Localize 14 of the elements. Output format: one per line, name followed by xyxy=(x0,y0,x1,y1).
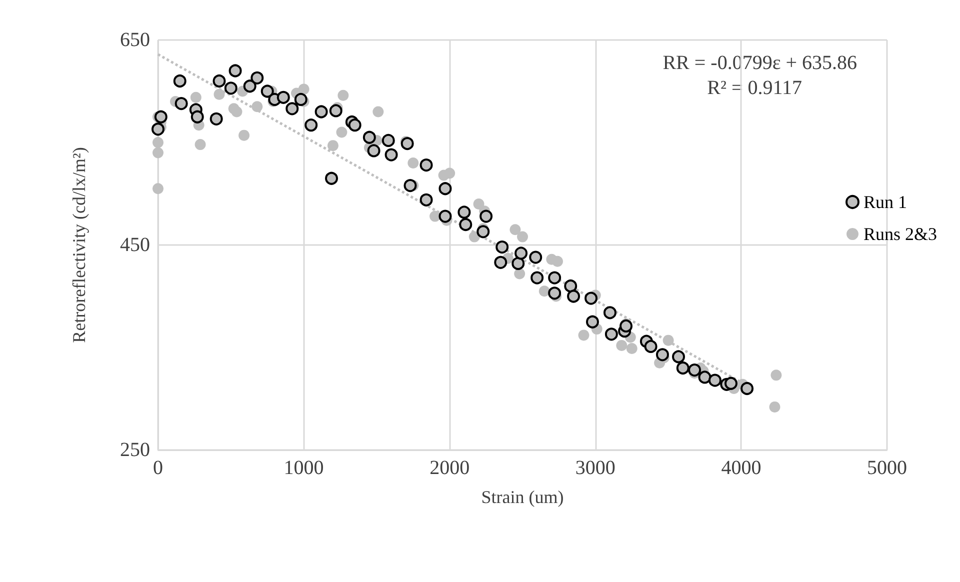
legend-label: Run 1 xyxy=(863,192,908,212)
x-tick-label: 1000 xyxy=(284,457,324,479)
x-axis-title: Strain (um) xyxy=(481,487,564,507)
x-tick-label: 2000 xyxy=(430,457,470,479)
annotation: RR = -0.0799ε + 635.86 xyxy=(662,52,857,74)
x-tick-label: 4000 xyxy=(721,457,762,479)
x-tick-label: 5000 xyxy=(867,457,907,479)
x-tick-label: 3000 xyxy=(575,457,616,479)
y-tick-label: 250 xyxy=(120,439,150,461)
y-axis-title: Retroreflectivity (cd/lx/m²) xyxy=(69,147,89,343)
x-tick-label: 0 xyxy=(153,457,163,479)
y-tick-label: 450 xyxy=(120,234,150,256)
legend-label: Runs 2&3 xyxy=(863,224,938,244)
y-tick-label: 650 xyxy=(120,29,150,51)
